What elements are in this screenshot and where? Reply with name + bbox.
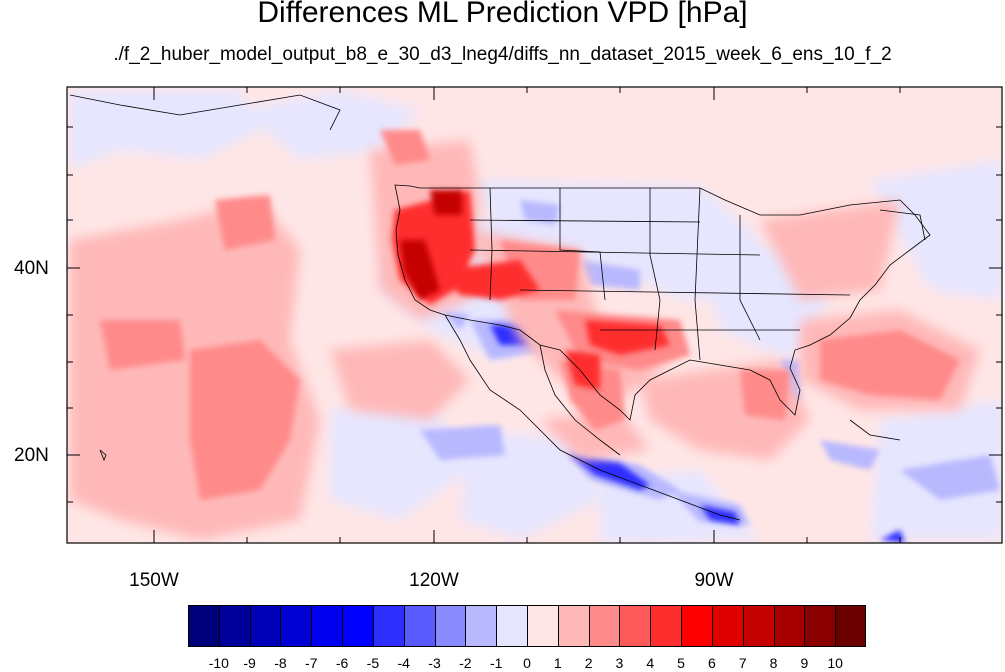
colorbar-label: 1 — [553, 655, 562, 671]
colorbar-swatch — [465, 605, 497, 647]
colorbar-swatch — [835, 605, 866, 647]
colorbar-swatch — [342, 605, 373, 647]
colorbar-label: -2 — [459, 655, 472, 671]
colorbar-label: -3 — [428, 655, 441, 671]
colorbar-swatch — [681, 605, 712, 647]
colorbar-label: 7 — [738, 655, 747, 671]
colorbar-swatch — [280, 605, 312, 647]
colorbar-label: 4 — [646, 655, 655, 671]
colorbar-label: 6 — [708, 655, 716, 671]
colorbar-label: 0 — [523, 655, 531, 671]
colorbar-swatch — [619, 605, 651, 647]
colorbar-label: -5 — [366, 655, 380, 671]
colorbar-swatch — [527, 605, 558, 647]
colorbar-swatch — [773, 605, 805, 647]
colorbar-swatch — [711, 605, 743, 647]
colorbar-swatch — [218, 605, 250, 647]
colorbar-swatch — [311, 605, 343, 647]
darkest-red-regions — [400, 190, 462, 300]
colorbar-swatch — [403, 605, 435, 647]
map-title: Differences ML Prediction VPD [hPa] — [257, 0, 748, 29]
colorbar-swatch — [557, 605, 589, 647]
colorbar-label: -7 — [305, 655, 318, 671]
colorbar-label: -4 — [397, 655, 410, 671]
colorbar-swatch — [249, 605, 281, 647]
colorbar-label: -6 — [335, 655, 349, 671]
colorbar-swatch — [588, 605, 620, 647]
colorbar-label: 2 — [584, 655, 593, 671]
colorbar-label: 3 — [615, 655, 624, 671]
axis-ticks — [67, 87, 1002, 543]
colorbar-swatch — [434, 605, 466, 647]
lon-tick-120w: 120W — [409, 570, 459, 591]
lat-tick-20n: 20N — [14, 445, 49, 466]
coastlines — [69, 94, 931, 521]
lat-tick-40n: 40N — [14, 258, 49, 279]
colorbar-label: 8 — [769, 655, 778, 671]
colorbar-label: 9 — [800, 655, 809, 671]
colorbar-label: -1 — [489, 655, 503, 671]
lon-tick-150w: 150W — [129, 570, 179, 591]
lon-tick-90w: 90W — [694, 570, 734, 591]
map-subtitle: ./f_2_huber_model_output_b8_e_30_d3_lneg… — [113, 44, 892, 65]
colorbar-label: -8 — [274, 655, 287, 671]
colorbar-label: 10 — [827, 655, 843, 671]
colorbar-swatch — [650, 605, 682, 647]
colorbar-swatch — [742, 605, 774, 647]
colorbar-swatch — [804, 605, 836, 647]
colorbar-label: -9 — [243, 655, 256, 671]
red-regions — [100, 130, 960, 500]
colorbar-swatch — [372, 605, 404, 647]
colorbar-label: 5 — [677, 655, 685, 671]
colorbar-swatch — [496, 605, 527, 647]
colorbar-swatch — [188, 605, 219, 647]
colorbar-label: -10 — [208, 655, 229, 671]
